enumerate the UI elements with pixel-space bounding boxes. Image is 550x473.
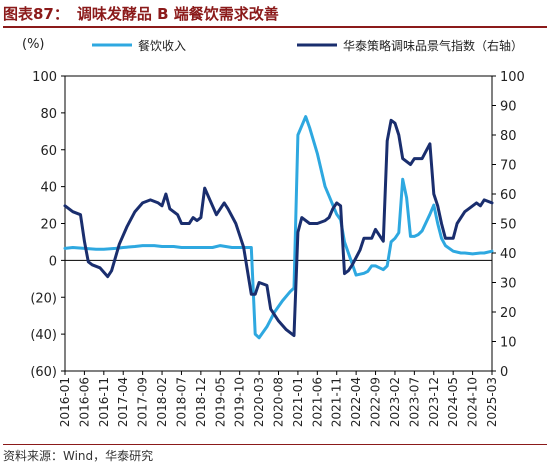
y-right-tick-label: 70 [500,159,517,174]
x-tick-label: 2019-05 [213,377,227,427]
series-line-catering-revenue [63,115,494,340]
source-rule [3,444,547,445]
x-tick-label: 2016-01 [58,377,72,427]
y-right-tick-label: 20 [500,306,517,321]
x-tick-label: 2021-11 [330,377,344,427]
x-tick-label: 2023-12 [427,377,441,427]
legend-label: 餐饮收入 [138,38,186,53]
y-right-tick-label: 0 [500,365,508,380]
series-line-condiment-index [63,118,494,338]
source-note: 资料来源：Wind，华泰研究 [3,449,154,463]
x-tick-label: 2018-12 [194,377,208,427]
x-tick-label: 2023-02 [388,377,402,427]
x-tick-label: 2017-09 [136,377,150,427]
x-tick-label: 2017-04 [116,377,130,427]
x-tick-label: 2018-07 [174,377,188,427]
y-right-tick-label: 90 [500,100,517,115]
x-tick-label: 2016-11 [97,377,111,427]
y-left-tick-label: 60 [40,144,57,159]
y-left-tick-label: 0 [49,254,57,269]
title-rule [3,26,547,28]
x-tick-label: 2022-09 [369,377,383,427]
x-tick-label: 2025-03 [485,377,499,427]
y-left-tick-label: 100 [32,70,57,85]
x-tick-label: 2024-05 [446,377,460,427]
x-tick-label: 2021-06 [310,377,324,427]
y-left-tick-label: 40 [40,181,57,196]
x-tick-label: 2022-04 [349,377,363,427]
x-tick-label: 2024-10 [466,377,480,427]
y-right-tick-label: 30 [500,277,517,292]
legend-label: 华泰策略调味品景气指数（右轴） [343,38,523,53]
x-tick-label: 2021-01 [291,377,305,427]
x-tick-label: 2023-07 [407,377,421,427]
y-left-tick-label: (60) [30,365,57,380]
y-right-tick-label: 40 [500,247,517,262]
figure-title-text: 调味发酵品 B 端餐饮需求改善 [76,5,279,23]
y-left-tick-label: 20 [40,218,57,233]
left-axis-unit-label: (%) [22,37,45,52]
y-right-tick-label: 80 [500,129,517,144]
legend: 餐饮收入 华泰策略调味品景气指数（右轴） [92,38,523,53]
y-left-axis: 100 80 60 40 20 0 (20) (40) (60) [30,70,65,380]
figure-title: 图表87： 调味发酵品 B 端餐饮需求改善 [3,3,547,27]
figure-title-label: 图表87： [3,5,69,23]
y-right-tick-label: 100 [500,70,525,85]
x-tick-label: 2020-08 [272,377,286,427]
series-layer [63,115,494,340]
y-left-tick-label: 80 [40,107,57,122]
y-right-tick-label: 10 [500,336,517,351]
x-tick-label: 2019-10 [233,377,247,427]
x-tick-label: 2018-02 [155,377,169,427]
x-axis: 2016-01 2016-06 2016-11 2017-04 2017-09 2018-… [58,371,499,427]
x-tick-label: 2016-06 [77,377,91,427]
y-right-tick-label: 50 [500,218,517,233]
y-right-tick-label: 60 [500,188,517,203]
y-left-tick-label: (40) [30,328,57,343]
y-left-tick-label: (20) [30,291,57,306]
x-tick-label: 2020-03 [252,377,266,427]
